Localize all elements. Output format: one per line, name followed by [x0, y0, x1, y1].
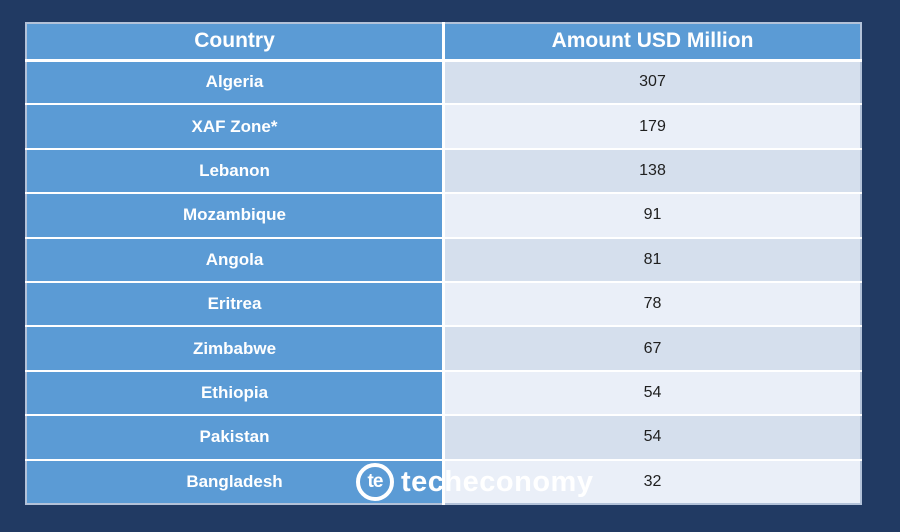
- table-row: Angola 81: [26, 236, 861, 282]
- table-row: Ethiopia 54: [26, 369, 861, 416]
- country-cell: Zimbabwe: [26, 325, 444, 371]
- table-row: XAF Zone* 179: [26, 103, 861, 149]
- amount-cell: 54: [442, 369, 861, 416]
- amount-cell: 67: [442, 325, 861, 371]
- table-row: Mozambique 91: [26, 192, 861, 238]
- amount-cell: 91: [442, 192, 861, 238]
- data-table: Country Amount USD Million Algeria 307 XAF…: [25, 22, 862, 505]
- country-cell: Pakistan: [26, 414, 444, 460]
- amount-cell: 54: [442, 414, 861, 460]
- country-cell: Bangladesh: [26, 458, 444, 504]
- country-cell: Ethiopia: [26, 369, 444, 416]
- amount-cell: 81: [442, 236, 861, 282]
- table-row: Bangladesh 32: [26, 458, 861, 504]
- country-amount-table: Country Amount USD Million Algeria 307 XAF…: [25, 22, 862, 505]
- table-row: Eritrea 78: [26, 280, 861, 327]
- country-cell: Eritrea: [26, 280, 444, 327]
- column-header-amount: Amount USD Million: [442, 23, 861, 62]
- country-cell: Lebanon: [26, 147, 444, 194]
- country-cell: Angola: [26, 236, 444, 282]
- table-row: Pakistan 54: [26, 414, 861, 460]
- amount-cell: 32: [442, 458, 861, 504]
- country-cell: Mozambique: [26, 192, 444, 238]
- table-row: Zimbabwe 67: [26, 325, 861, 371]
- table-row: Lebanon 138: [26, 147, 861, 194]
- header-row: Country Amount USD Million: [26, 23, 861, 62]
- amount-cell: 179: [442, 103, 861, 149]
- amount-cell: 138: [442, 147, 861, 194]
- amount-cell: 307: [442, 58, 861, 105]
- amount-cell: 78: [442, 280, 861, 327]
- column-header-country: Country: [26, 23, 444, 62]
- country-cell: Algeria: [26, 58, 444, 105]
- table-row: Algeria 307: [26, 58, 861, 105]
- country-cell: XAF Zone*: [26, 103, 444, 149]
